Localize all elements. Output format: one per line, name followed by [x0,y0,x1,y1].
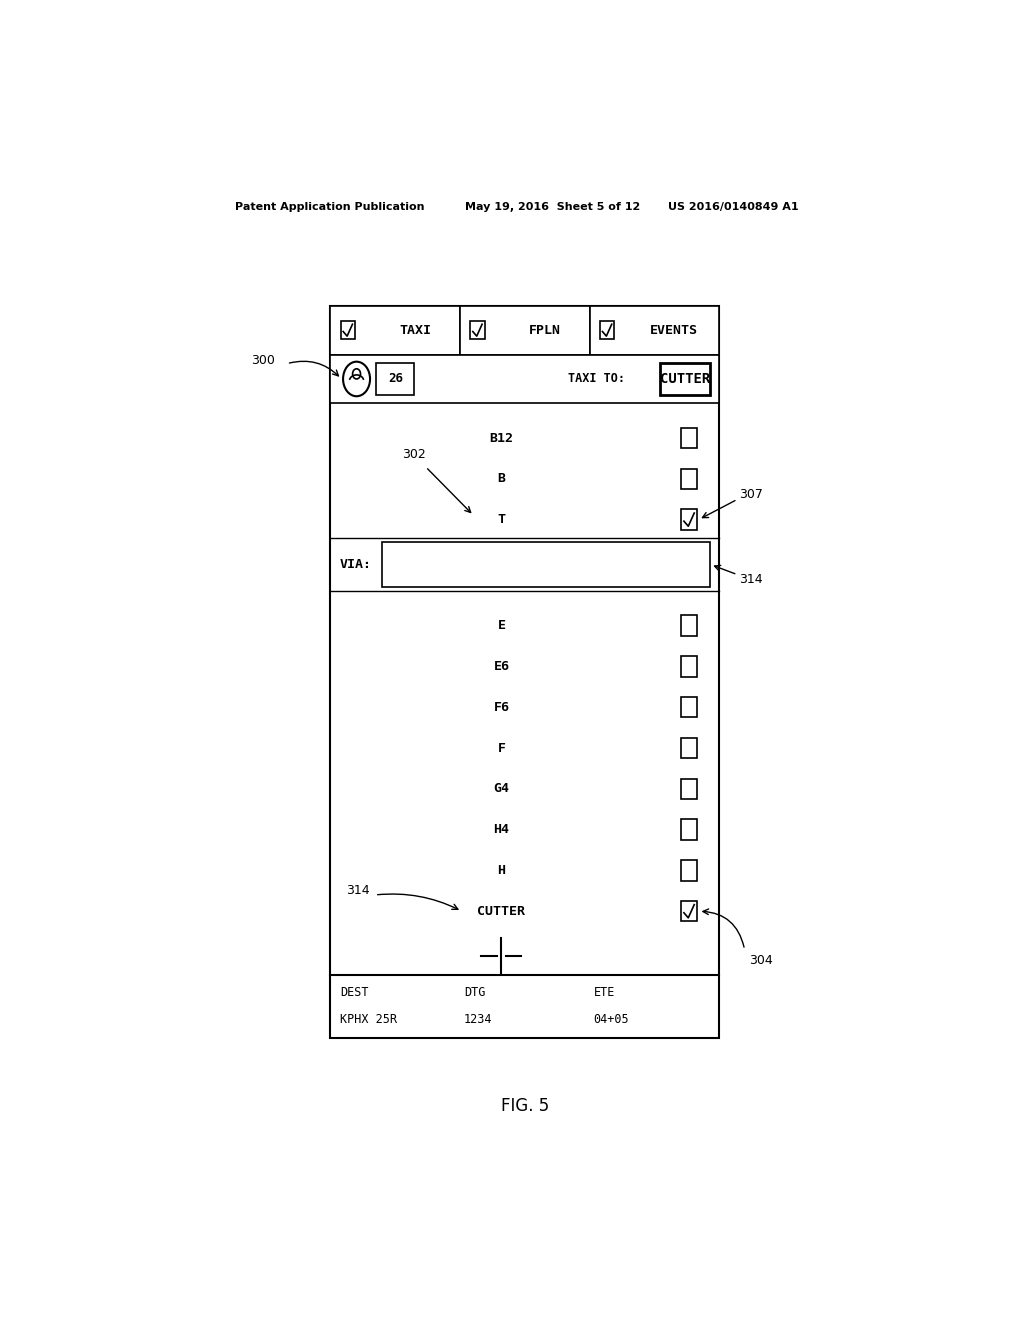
Text: FIG. 5: FIG. 5 [501,1097,549,1114]
Text: G4: G4 [494,783,510,796]
Bar [681,469,697,488]
Text: B: B [498,473,506,486]
Text: E: E [498,619,506,632]
Text: EVENTS: EVENTS [650,323,698,337]
Bar [681,510,697,529]
Text: H4: H4 [494,824,510,836]
Text: 304: 304 [750,953,773,966]
Text: E6: E6 [494,660,510,673]
Text: TAXI: TAXI [399,323,431,337]
Bar [590,306,719,355]
Text: DTG: DTG [464,986,485,999]
Bar [460,306,590,355]
Text: FPLN: FPLN [528,323,561,337]
Text: F6: F6 [494,701,510,714]
Text: CUTTER: CUTTER [477,904,525,917]
Text: VIA:: VIA: [340,558,372,572]
Bar [470,321,484,339]
Bar [331,306,460,355]
Text: Patent Application Publication: Patent Application Publication [236,202,425,213]
Text: 307: 307 [739,487,763,500]
Bar [659,363,710,395]
Text: TAXI TO:: TAXI TO: [568,372,626,385]
Text: 1234: 1234 [464,1014,493,1027]
Text: 300: 300 [251,354,274,367]
Text: May 19, 2016  Sheet 5 of 12: May 19, 2016 Sheet 5 of 12 [465,202,641,213]
Bar [681,779,697,799]
Bar [600,321,614,339]
Text: F: F [498,742,506,755]
Text: CUTTER: CUTTER [659,372,710,385]
Bar [681,697,697,717]
Text: ETE: ETE [594,986,615,999]
Bar [331,355,719,404]
Text: 04+05: 04+05 [594,1014,629,1027]
Text: H: H [498,863,506,876]
Bar [681,656,697,677]
Bar [681,738,697,758]
Bar [377,363,415,395]
Text: DEST: DEST [340,986,369,999]
Text: 302: 302 [401,447,426,461]
Text: B12: B12 [489,432,513,445]
Text: US 2016/0140849 A1: US 2016/0140849 A1 [668,202,799,213]
Bar [681,615,697,636]
Bar [331,306,719,1038]
Text: T: T [498,513,506,527]
Bar [681,861,697,880]
Bar [681,428,697,449]
Bar [341,321,355,339]
Bar [681,820,697,840]
Text: KPHX 25R: KPHX 25R [340,1014,397,1027]
Text: 26: 26 [388,372,402,385]
Bar [382,543,710,587]
Bar [681,902,697,921]
Text: 314: 314 [739,573,763,586]
Text: 314: 314 [346,884,370,898]
